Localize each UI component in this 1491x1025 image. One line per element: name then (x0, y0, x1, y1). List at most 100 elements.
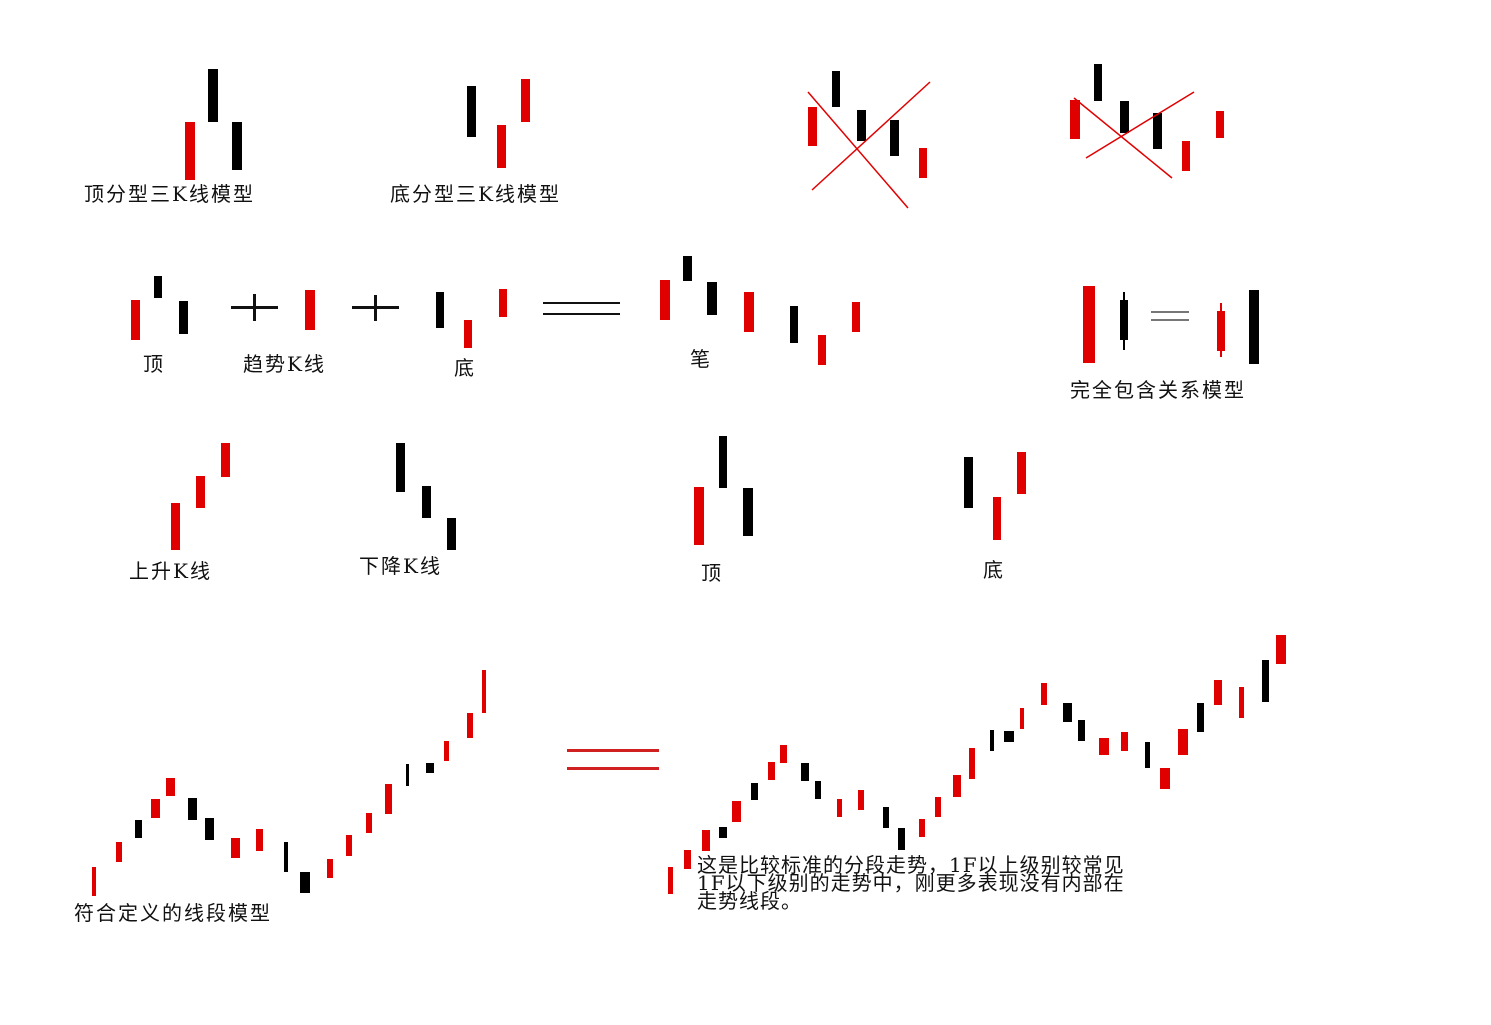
black-candle (1094, 64, 1102, 101)
red-candle (131, 300, 140, 340)
black-candle (406, 764, 409, 786)
red-candle (185, 122, 195, 180)
equals-sign (543, 313, 620, 315)
label-top-2: 顶 (701, 561, 723, 585)
red-candle (768, 762, 775, 780)
red-candle (116, 842, 122, 862)
red-candle (1216, 111, 1224, 138)
red-candle (305, 290, 315, 330)
red-candle (151, 799, 160, 818)
black-candle (990, 730, 994, 751)
black-candle (743, 488, 753, 536)
red-candle (935, 797, 941, 817)
black-candle (1078, 720, 1085, 741)
description-line-3: 走势线段。 (697, 889, 802, 913)
red-candle (1020, 708, 1024, 729)
black-candle (1153, 113, 1162, 149)
label-stroke: 笔 (690, 347, 712, 371)
black-candle (205, 818, 214, 840)
label-full-containment-model: 完全包含关系模型 (1070, 378, 1246, 402)
cross-out-line (807, 91, 909, 209)
label-top: 顶 (143, 352, 165, 376)
plus-sign (374, 295, 377, 321)
black-candle (801, 763, 809, 781)
red-candle (1160, 768, 1170, 789)
black-candle (857, 110, 866, 141)
equals-sign (567, 767, 659, 770)
red-candle (919, 148, 927, 178)
red-candle (1214, 680, 1222, 705)
label-rising-k-line: 上升K线 (129, 559, 212, 583)
black-candle (1120, 101, 1129, 133)
black-candle (832, 71, 840, 107)
red-candle (385, 784, 392, 814)
black-candle (467, 86, 476, 137)
red-candle (1182, 141, 1190, 171)
candles-layer (92, 64, 1286, 896)
black-candle (447, 518, 456, 550)
red-candle (444, 741, 449, 761)
red-candle (858, 790, 864, 810)
black-candle (790, 306, 798, 343)
black-candle (300, 872, 310, 893)
red-candle (969, 748, 975, 779)
black-candle (154, 276, 162, 298)
black-candle (1063, 703, 1072, 722)
black-candle (964, 457, 973, 508)
black-candle (426, 763, 434, 773)
black-candle (751, 783, 758, 800)
red-candle (660, 280, 670, 320)
black-candle (284, 842, 288, 872)
red-candle (919, 819, 925, 837)
red-candle (808, 107, 817, 146)
black-candle (1004, 731, 1014, 742)
red-candle (497, 125, 506, 168)
red-candle (467, 713, 473, 738)
red-candle (744, 292, 754, 332)
label-trend-k-line: 趋势K线 (243, 352, 326, 376)
red-candle (1099, 738, 1109, 755)
equals-sign (1151, 311, 1189, 313)
red-candle (231, 838, 240, 858)
black-candle (179, 301, 188, 334)
cross-out-line (811, 81, 931, 191)
red-candle (1178, 729, 1188, 755)
red-candle (702, 830, 710, 851)
cross-out-line (1085, 91, 1195, 159)
label-bottom-2: 底 (983, 558, 1005, 582)
black-candle (890, 120, 899, 156)
plus-sign (253, 294, 256, 321)
red-candle (1083, 286, 1095, 363)
red-candle (521, 79, 530, 122)
red-candle (366, 813, 372, 833)
description-line-2: 1F以下级别的走势中，刚更多表现没有内部在 (697, 871, 1125, 895)
equals-sign (567, 749, 659, 752)
black-candle (396, 443, 405, 492)
black-candle (815, 781, 821, 799)
black-candle (719, 827, 727, 838)
red-candle (166, 778, 175, 796)
red-candle (1276, 635, 1286, 664)
label-segment-model: 符合定义的线段模型 (74, 901, 272, 925)
red-candle (196, 476, 205, 508)
black-candle (422, 486, 431, 518)
black-candle (188, 798, 197, 820)
black-candle (436, 292, 444, 328)
black-candle (1262, 660, 1269, 702)
black-candle (1197, 703, 1204, 732)
label-bottom: 底 (454, 356, 476, 380)
red-candle (993, 497, 1001, 540)
cross-out-line (1073, 97, 1173, 179)
black-candle (898, 828, 905, 850)
red-candle (953, 775, 961, 797)
description-line-1: 这是比较标准的分段走势，1F以上级别较常见 (697, 853, 1125, 877)
red-candle (499, 289, 507, 317)
black-candle (683, 256, 692, 281)
red-candle (780, 745, 787, 763)
black-candle (1145, 742, 1150, 768)
black-candle (232, 122, 242, 170)
red-candle (1070, 100, 1080, 139)
red-candle (668, 867, 673, 894)
red-candle (482, 670, 486, 713)
